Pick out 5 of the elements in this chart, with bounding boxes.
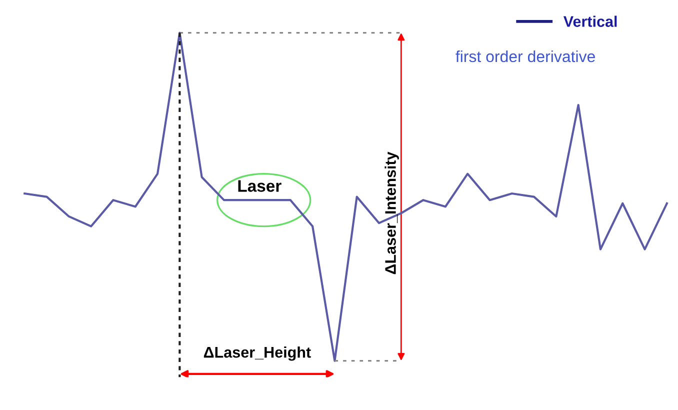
annotation: first order derivative (456, 50, 595, 62)
annotation: ΔLaser_Intensity (384, 152, 399, 274)
annotation: ΔLaser_Height (204, 346, 311, 361)
annotation: Laser (238, 180, 282, 192)
text: Vertical (563, 16, 617, 27)
